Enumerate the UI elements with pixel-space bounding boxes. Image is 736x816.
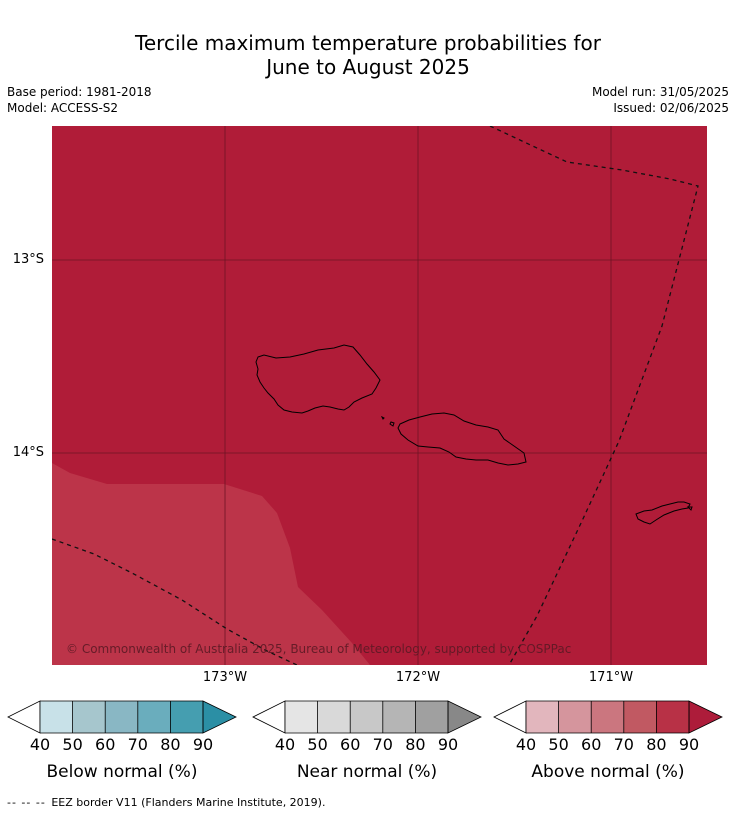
base-period-text: Base period: 1981-2018 (7, 85, 152, 99)
colorbar-above-bin-5 (656, 701, 689, 733)
tick-label: 90 (437, 735, 459, 754)
colorbar-near-max-arrow (447, 700, 482, 734)
legend-title-above-normal: Above normal (%) (531, 762, 685, 782)
tick-label: 50 (62, 735, 83, 754)
island-manono (389, 421, 395, 427)
graticule (52, 126, 707, 665)
title-line-2: June to August 2025 (266, 55, 470, 79)
tick-label: 60 (340, 735, 361, 754)
tick-label: 80 (160, 735, 181, 754)
colorbar-above-max-arrow (688, 700, 723, 734)
tick-label: 50 (307, 735, 328, 754)
island-savaii (255, 344, 381, 414)
tick-label: 50 (548, 735, 569, 754)
map-title: Tercile maximum temperature probabilitie… (0, 31, 736, 79)
colorbar-below-bin-2 (72, 701, 106, 733)
colorbar-near-bin-2 (317, 701, 351, 733)
island-upolu (397, 412, 527, 466)
colorbar-below-bin-5 (170, 701, 203, 733)
colorbar-near-normal (252, 700, 482, 734)
colorbar-above-bin-2 (558, 701, 592, 733)
colorbar-near-min-arrow (252, 700, 286, 734)
legend-title-near-normal: Near normal (%) (296, 762, 438, 782)
tick-label: 60 (95, 735, 116, 754)
footnote: -- -- -- EEZ border V11 (Flanders Marine… (7, 796, 325, 810)
legend-title-below-normal: Below normal (%) (46, 762, 198, 782)
colorbar-below-ticks: 40 50 60 70 80 90 (8, 736, 236, 756)
tick-label: 70 (127, 735, 148, 754)
island-tutuila (635, 501, 691, 525)
model-run-text: Model run: 31/05/2025 (591, 85, 729, 99)
copyright-text: © Commonwealth of Australia 2025, Bureau… (66, 642, 571, 656)
coastlines (255, 344, 693, 525)
lat-label-14s: 14°S (12, 445, 44, 460)
island-apolima (380, 415, 385, 420)
tick-label: 40 (274, 735, 296, 754)
eez-dash-symbol: -- -- -- (7, 796, 46, 809)
island-aunuu (686, 506, 693, 511)
tick-label: 90 (678, 735, 700, 754)
colorbar-below-max-arrow (202, 700, 237, 734)
colorbar-near-bin-1 (285, 701, 318, 733)
colorbar-above-ticks: 40 50 60 70 80 90 (494, 736, 722, 756)
colorbar-near-bin-3 (350, 701, 383, 733)
tick-label: 80 (405, 735, 426, 754)
lon-label-173w: 173°W (202, 670, 248, 685)
tick-label: 80 (646, 735, 667, 754)
tick-label: 70 (613, 735, 634, 754)
tick-label: 40 (515, 735, 537, 754)
colorbar-below-normal (7, 700, 237, 734)
colorbar-above-bin-1 (526, 701, 559, 733)
legend-above-normal: 40 50 60 70 80 90 Above normal (%) (493, 700, 723, 784)
map-panel: © Commonwealth of Australia 2025, Bureau… (52, 126, 707, 665)
meta-left: Base period: 1981-2018 Model: ACCESS-S2 (7, 84, 152, 116)
colorbar-above-bin-4 (623, 701, 657, 733)
tick-label: 40 (29, 735, 51, 754)
model-text: Model: ACCESS-S2 (7, 101, 119, 115)
lighter-probability-region (52, 463, 370, 665)
colorbar-below-bin-3 (105, 701, 138, 733)
colorbar-near-bin-4 (382, 701, 416, 733)
eez-border-southwest (52, 538, 298, 665)
eez-border-east (489, 126, 699, 665)
lon-label-171w: 171°W (588, 670, 634, 685)
tick-label: 70 (372, 735, 393, 754)
colorbar-above-bin-3 (591, 701, 624, 733)
map-svg: © Commonwealth of Australia 2025, Bureau… (52, 126, 707, 665)
colorbar-below-bin-1 (40, 701, 73, 733)
colorbar-above-min-arrow (493, 700, 527, 734)
colorbar-below-min-arrow (7, 700, 41, 734)
meta-right: Model run: 31/05/2025 Issued: 02/06/2025 (592, 84, 729, 116)
legend-below-normal: 40 50 60 70 80 90 Below normal (%) (7, 700, 237, 784)
colorbar-below-bin-4 (137, 701, 171, 733)
colorbar-near-bin-5 (415, 701, 448, 733)
tick-label: 90 (192, 735, 214, 754)
issued-text: Issued: 02/06/2025 (613, 101, 729, 115)
tick-label: 60 (581, 735, 602, 754)
lat-label-13s: 13°S (12, 252, 44, 267)
eez-border (52, 126, 699, 665)
lon-label-172w: 172°W (395, 670, 441, 685)
colorbar-near-ticks: 40 50 60 70 80 90 (253, 736, 481, 756)
footnote-text: EEZ border V11 (Flanders Marine Institut… (51, 796, 326, 809)
legend-near-normal: 40 50 60 70 80 90 Near normal (%) (252, 700, 482, 784)
colorbar-above-normal (493, 700, 723, 734)
title-line-1: Tercile maximum temperature probabilitie… (135, 31, 601, 55)
